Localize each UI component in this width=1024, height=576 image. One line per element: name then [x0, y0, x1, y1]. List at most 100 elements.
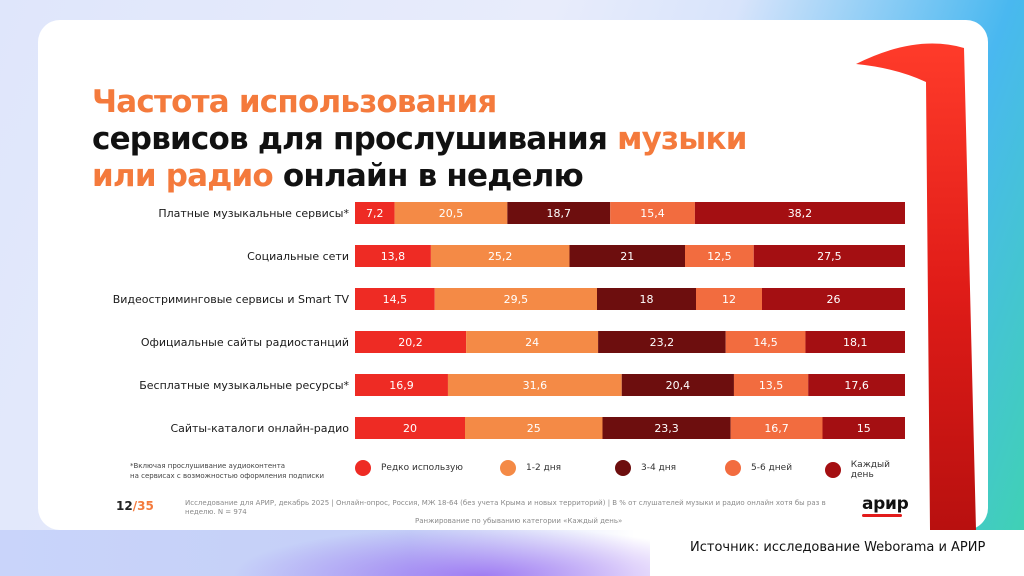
value-label: 25 [527, 422, 541, 435]
bar-segment [355, 245, 431, 267]
value-label: 17,6 [844, 379, 869, 392]
footnote: *Включая прослушивание аудиоконтента на … [130, 461, 350, 481]
bar-segment [822, 417, 905, 439]
legend-item: 5-6 дней [725, 460, 792, 476]
page-total: 35 [137, 499, 154, 513]
value-label: 12,5 [707, 250, 732, 263]
bar-segment [725, 331, 806, 353]
bar-segment [762, 288, 905, 310]
value-label: 14,5 [753, 336, 778, 349]
value-label: 15,4 [640, 207, 665, 220]
value-label: 31,6 [523, 379, 548, 392]
category-label: Социальные сети [247, 250, 349, 263]
value-label: 20 [403, 422, 417, 435]
bar-segment [621, 374, 734, 396]
slide-card [38, 20, 988, 530]
logo-underline [862, 514, 902, 517]
page-separator: / [132, 499, 138, 513]
title-line-3a: или радио [92, 158, 274, 194]
value-label: 13,5 [759, 379, 784, 392]
value-label: 18,1 [843, 336, 868, 349]
value-label: 13,8 [381, 250, 406, 263]
bar-segment [434, 288, 597, 310]
value-label: 23,2 [650, 336, 675, 349]
bar-segment [355, 417, 465, 439]
bar-segment [610, 202, 695, 224]
category-label: Официальные сайты радиостанций [141, 336, 349, 349]
bar-segment [730, 417, 823, 439]
legend-swatch [615, 460, 631, 476]
legend-item: Редко использую [355, 460, 463, 476]
bar-segment [447, 374, 622, 396]
value-label: 23,3 [654, 422, 679, 435]
title-line-1: Частота использования [92, 84, 497, 120]
page-current: 12 [116, 499, 133, 513]
value-label: 38,2 [788, 207, 813, 220]
value-label: 21 [620, 250, 634, 263]
bar-segment [355, 374, 448, 396]
bar-segment [394, 202, 508, 224]
bar-segment [355, 288, 435, 310]
legend-item: 1-2 дня [500, 460, 561, 476]
survey-meta: Исследование для АРИР, декабрь 2025 | Он… [185, 499, 855, 526]
category-label: Видеостриминговые сервисы и Smart TV [113, 293, 350, 306]
value-label: 16,9 [389, 379, 414, 392]
value-label: 18,7 [547, 207, 572, 220]
source-caption: Источник: исследование Weborama и АРИР [690, 540, 986, 555]
legend-swatch [725, 460, 741, 476]
bar-segment [694, 202, 905, 224]
value-label: 24 [525, 336, 539, 349]
legend-label: 3-4 дня [641, 463, 677, 473]
bar-segment [685, 245, 754, 267]
arir-logo: арир [862, 494, 909, 514]
title-line-2b: музыки [617, 121, 747, 157]
bar-segment [696, 288, 762, 310]
value-label: 16,7 [764, 422, 789, 435]
meta-line-1: Исследование для АРИР, декабрь 2025 | Он… [185, 499, 826, 516]
bar-segment [805, 331, 905, 353]
value-label: 7,2 [366, 207, 384, 220]
value-label: 26 [827, 293, 841, 306]
value-label: 18 [640, 293, 654, 306]
footnote-line-1: *Включая прослушивание аудиоконтента [130, 462, 286, 470]
bar-segment [602, 417, 731, 439]
bar-segment [466, 331, 599, 353]
value-label: 20,5 [439, 207, 464, 220]
red-ribbon-decoration [856, 43, 976, 530]
legend-swatch [825, 462, 841, 478]
page-number: 12/35 [116, 499, 154, 513]
bar-segment [598, 331, 726, 353]
bar-segment [355, 331, 467, 353]
bar-segment [355, 202, 395, 224]
meta-line-2: Ранжирование по убыванию категории «Кажд… [415, 517, 623, 525]
title-line-3b: онлайн в неделю [272, 158, 584, 194]
category-label: Бесплатные музыкальные ресурсы* [139, 379, 349, 392]
title-line-2a: сервисов для прослушивания [92, 121, 618, 157]
value-label: 29,5 [504, 293, 529, 306]
value-label: 27,5 [817, 250, 842, 263]
legend-item: 3-4 дня [615, 460, 676, 476]
bar-segment [597, 288, 696, 310]
page-title: Частота использования сервисов для просл… [92, 84, 747, 195]
bar-segment [507, 202, 611, 224]
bar-segment [430, 245, 570, 267]
legend-swatch [500, 460, 516, 476]
bar-segment [733, 374, 809, 396]
legend-item: Каждый день [825, 460, 915, 480]
value-label: 20,2 [398, 336, 423, 349]
purple-glow [230, 526, 650, 576]
value-label: 15 [857, 422, 871, 435]
bar-segment [569, 245, 685, 267]
bar-segment [753, 245, 905, 267]
value-label: 12 [722, 293, 736, 306]
value-label: 25,2 [488, 250, 513, 263]
footnote-line-2: на сервисах с возможностью оформления по… [130, 472, 325, 480]
legend-swatch [355, 460, 371, 476]
chart-legend: Редко использую 1-2 дня 3-4 дня 5-6 дней Каж… [355, 460, 915, 480]
legend-label: Каждый день [850, 460, 890, 480]
legend-label: Редко использую [381, 463, 463, 473]
bar-segment [465, 417, 603, 439]
value-label: 14,5 [383, 293, 408, 306]
value-label: 20,4 [666, 379, 691, 392]
